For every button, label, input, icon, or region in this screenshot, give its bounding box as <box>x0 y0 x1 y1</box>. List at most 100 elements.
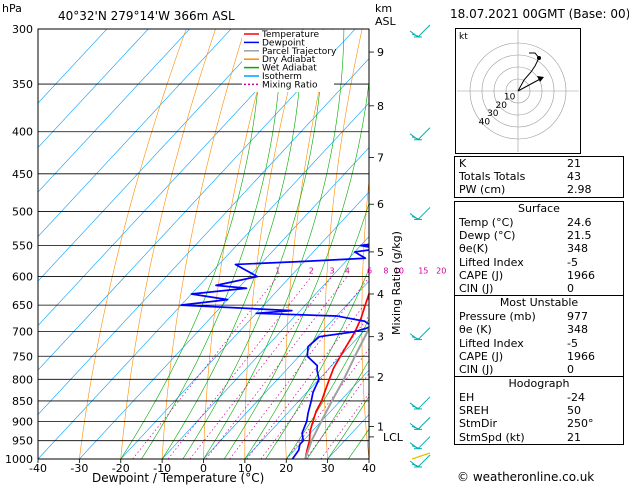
storm-motion-arrowhead <box>537 76 544 82</box>
index-row-value: 21 <box>567 157 581 170</box>
mixing-ratio-label: 4 <box>345 267 350 276</box>
asl-label: ASL <box>375 15 397 28</box>
isotherm-line <box>38 29 108 104</box>
most-unstable-row: Pressure (mb) 977 <box>455 310 623 323</box>
pressure-tick-label: 700 <box>12 326 33 339</box>
wind-barb <box>409 436 431 450</box>
parameters-table: Surface Temp (°C) 24.6 Dewp (°C) 21.5 θe(K) 34… <box>454 201 624 445</box>
mixing-ratio-label: 20 <box>436 267 446 276</box>
wind-barb <box>409 207 431 220</box>
pressure-tick-label: 950 <box>12 435 33 448</box>
most-unstable-row: CIN (J) 0 <box>455 363 623 376</box>
surface-row-label: Dewp (°C) <box>459 229 516 243</box>
mixing-ratio-label: 15 <box>418 267 428 276</box>
wind-barb <box>409 24 431 38</box>
surface-row-value: 24.6 <box>567 216 592 229</box>
pressure-tick-label: 850 <box>12 395 33 408</box>
km-tick-label: 6 <box>377 198 384 211</box>
parcel-trajectory-line <box>304 325 369 459</box>
most-unstable-row-label: CAPE (J) <box>459 349 504 363</box>
hodograph-row: StmDir 250° <box>455 417 623 430</box>
temp-tick-label: 30 <box>321 462 335 475</box>
legend-label: Mixing Ratio <box>262 80 318 90</box>
hodograph-row-label: SREH <box>459 404 489 418</box>
wet-adiabat-line <box>285 318 369 459</box>
isotherm-line <box>38 29 191 193</box>
km-tick-label: 7 <box>377 152 384 165</box>
km-tick-label: 5 <box>377 246 384 259</box>
most-unstable-row-value: -5 <box>567 336 578 350</box>
isotherm-line <box>38 29 356 371</box>
dewpoint-line <box>180 243 369 459</box>
most-unstable-row: CAPE (J) 1966 <box>455 350 623 363</box>
temp-tick-label: 40 <box>362 462 376 475</box>
profile-lines <box>180 243 369 459</box>
wind-barb <box>409 454 431 468</box>
location-label: 40°32'N 279°14'W 366m ASL <box>58 9 235 23</box>
mixing-ratio-label: 1 <box>275 267 280 276</box>
km-tick-label: 2 <box>377 371 384 384</box>
mixing-ratio-axis-title: Mixing Ratio (g/kg) <box>390 231 403 335</box>
index-row-label: Totals Totals <box>459 170 526 184</box>
datetime: 18.07.2021 00GMT (Base: 00) <box>450 7 629 21</box>
legend-label: Temperature <box>261 30 319 40</box>
legend-background <box>242 30 334 92</box>
pressure-tick-label: 650 <box>12 299 33 312</box>
mixing-ratio-label: 2 <box>309 267 314 276</box>
pressure-tick-label: 1000 <box>5 453 33 466</box>
axis-labels: 3003504004505005506006507007508008509009… <box>5 23 446 475</box>
hodograph-row-label: StmSpd (kt) <box>459 430 525 444</box>
legend-label: Wet Adiabat <box>262 64 317 74</box>
surface-row: CAPE (J) 1966 <box>455 269 623 282</box>
hodograph-row-value: -24 <box>567 391 585 405</box>
pressure-tick-label: 900 <box>12 415 33 428</box>
wet-adiabat-line <box>306 359 369 459</box>
isotherm-line <box>38 102 369 459</box>
km-tick-label: 3 <box>377 331 384 344</box>
pressure-tick-label: 600 <box>12 271 33 284</box>
surface-row-label: θe(K) <box>459 242 489 256</box>
hodograph-row: SREH 50 <box>455 404 623 417</box>
surface-header: Surface <box>518 202 560 215</box>
most-unstable-row: θe (K) 348 <box>455 323 623 336</box>
index-row-value: 2.98 <box>567 183 592 197</box>
pressure-tick-label: 800 <box>12 373 33 386</box>
pressure-tick-label: 450 <box>12 168 33 181</box>
dry-adiabat-line <box>398 0 433 476</box>
legend-label: Dry Adiabat <box>262 55 316 65</box>
isotherm-line <box>38 29 232 237</box>
hodograph-row-value: 50 <box>567 404 581 418</box>
wind-barb-staff <box>417 436 431 450</box>
most-unstable-row-value: 977 <box>567 310 588 324</box>
surface-row-value: 348 <box>567 242 588 256</box>
wind-barb-staff <box>417 207 431 220</box>
legend-label: Parcel Trajectory <box>262 47 337 57</box>
hodograph-ring-label: 10 <box>504 92 516 102</box>
pressure-tick-label: 550 <box>12 239 33 252</box>
wind-barb-staff <box>417 24 431 38</box>
isotherm-line <box>120 191 369 459</box>
hodograph-ring-label: 30 <box>487 109 499 119</box>
legend-label: Dewpoint <box>262 38 305 48</box>
most-unstable-row-value: 348 <box>567 323 588 337</box>
isotherm-line <box>38 58 369 415</box>
temp-tick-label: -20 <box>112 462 130 475</box>
surface-row-value: 21.5 <box>567 229 592 243</box>
isotherm-line <box>161 236 369 459</box>
most-unstable-row-label: θe (K) <box>459 323 492 337</box>
temp-tick-label: 10 <box>238 462 252 475</box>
temp-tick-label: -40 <box>29 462 47 475</box>
wind-barb-staff <box>417 417 431 430</box>
hodograph-ring-label: 20 <box>495 101 507 111</box>
hodograph-row-label: StmDir <box>459 417 498 431</box>
dry-adiabat-line <box>120 29 216 459</box>
hodograph-trace <box>517 52 540 92</box>
hodograph-row-value: 21 <box>567 430 581 444</box>
surface-row-label: CAPE (J) <box>459 268 504 282</box>
index-row-label: K <box>459 157 467 170</box>
index-row: Totals Totals 43 <box>455 170 623 183</box>
temperature-line <box>304 291 369 459</box>
pressure-tick-label: 750 <box>12 350 33 363</box>
